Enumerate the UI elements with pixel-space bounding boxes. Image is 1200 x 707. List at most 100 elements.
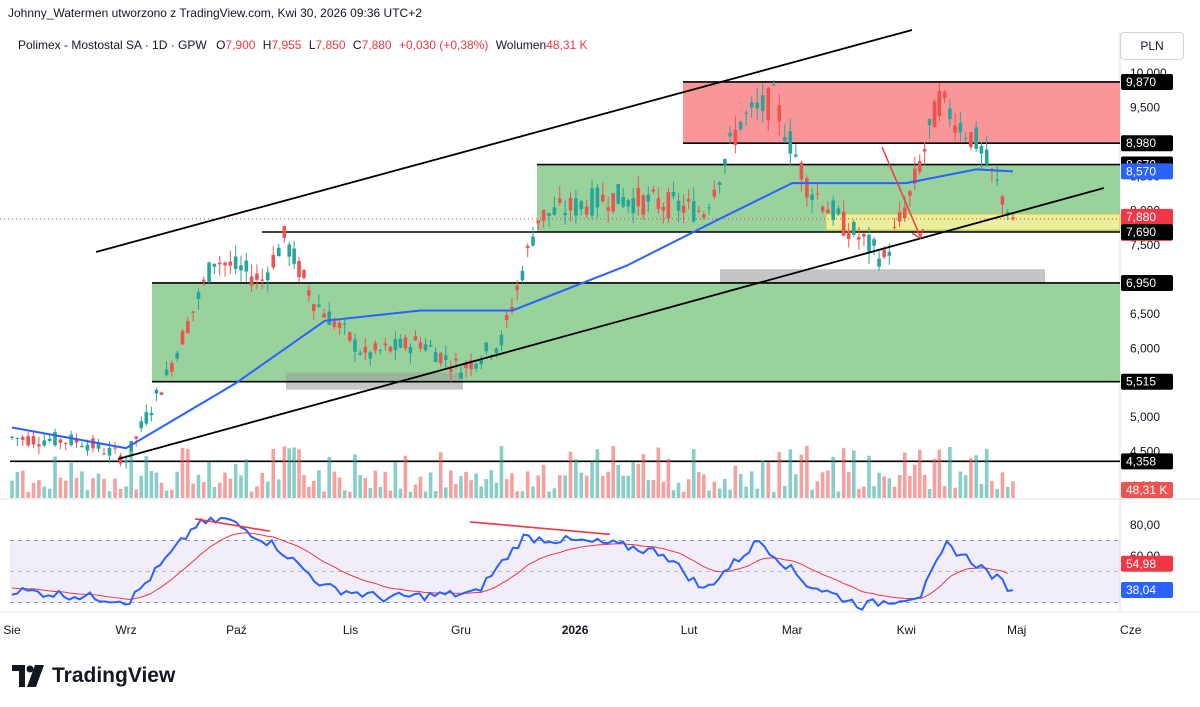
volume-bar: [378, 486, 383, 498]
volume-bar: [979, 483, 984, 498]
legend-volume-value: 48,31 K: [546, 38, 588, 52]
price-badge-level: 8,980: [1126, 136, 1156, 150]
volume-bar: [937, 449, 942, 498]
price-badge-level-bg: [1121, 453, 1173, 470]
volume-bar: [196, 474, 201, 498]
candle-body: [531, 236, 535, 246]
candle-body: [892, 226, 897, 228]
volume-layer: [10, 445, 1015, 498]
projection-arrow-head: [911, 228, 924, 240]
price-badge-volume-bg: [1121, 482, 1173, 498]
candle-body: [579, 201, 584, 210]
candle-body: [102, 453, 106, 455]
volume-bar: [783, 485, 787, 498]
legend-high-value: 7,955: [271, 38, 302, 52]
volume-bar: [186, 448, 190, 498]
volume-bar: [984, 448, 989, 498]
volume-bar: [311, 480, 316, 498]
moving-average-layer: [11, 168, 1014, 450]
volume-bar: [908, 475, 912, 498]
volume-bar: [733, 465, 738, 498]
candle-body: [611, 193, 615, 212]
volume-bar: [383, 472, 388, 498]
candle-body: [459, 372, 463, 379]
candle-body: [636, 188, 641, 207]
rsi-ma-badge-bg: [1121, 555, 1173, 572]
candle-body: [368, 352, 373, 359]
volume-bar: [353, 454, 357, 498]
candle-body: [728, 132, 732, 137]
volume-bar: [815, 481, 820, 498]
candle-body: [794, 154, 798, 157]
legend-close-label: C: [352, 38, 362, 52]
candle-body: [228, 261, 233, 266]
volume-bar: [696, 472, 701, 498]
candle-body: [810, 194, 814, 200]
candle-body: [363, 346, 368, 353]
volume-bar: [590, 461, 594, 498]
volume-bar: [201, 481, 206, 498]
currency-button[interactable]: PLN: [1120, 32, 1184, 60]
price-badge-level: 7,690: [1126, 225, 1156, 239]
candle-body: [963, 138, 968, 140]
candle-body: [249, 276, 254, 286]
volume-bar: [113, 478, 117, 498]
price-badge-level-bg: [1121, 224, 1173, 241]
candle-body: [661, 206, 666, 211]
candle-body: [712, 189, 717, 197]
volume-bar: [42, 486, 47, 498]
time-axis[interactable]: Sie Wrz Paź Lis Gru 2026 Lut Mar Kwi Maj Cze: [3, 623, 1141, 637]
candle-body: [831, 200, 835, 221]
candle-body: [383, 343, 388, 346]
volume-bar: [958, 471, 963, 498]
volume-bar: [317, 470, 321, 498]
candle-body: [552, 207, 557, 215]
volume-bar: [820, 472, 825, 498]
candle-body: [239, 265, 243, 271]
volume-bar: [282, 446, 287, 498]
tradingview-branding[interactable]: TradingView: [12, 664, 175, 688]
candle-body: [631, 198, 636, 214]
volume-bar: [1000, 472, 1005, 498]
volume-bar: [846, 471, 851, 498]
volume-bar: [191, 483, 195, 498]
volume-bar: [292, 447, 296, 498]
candle-body: [469, 360, 473, 370]
volume-bar: [712, 481, 717, 498]
volume-bar: [91, 478, 95, 498]
candle-body: [595, 187, 600, 208]
volume-bar: [631, 462, 636, 498]
volume-bar: [595, 449, 600, 498]
volume-bar: [96, 473, 101, 498]
volume-bar: [852, 450, 856, 498]
candle-body: [311, 304, 316, 312]
volume-bar: [265, 481, 270, 498]
volume-bar: [423, 491, 428, 498]
price-badge-level-bg: [1121, 135, 1173, 152]
candle-body: [760, 95, 765, 111]
volume-bar: [307, 486, 311, 498]
volume-bar: [74, 477, 79, 498]
legend-change: +0,030 (+0,38%): [398, 38, 489, 52]
candle-body: [265, 272, 270, 281]
projection-arrow: [881, 146, 921, 237]
zone-yellow-box: [825, 213, 1121, 231]
volume-bar: [398, 488, 403, 498]
volume-bar: [260, 472, 265, 498]
candle-body: [159, 392, 164, 395]
rsi-ma-line: [11, 532, 1008, 601]
volume-bar: [836, 491, 841, 498]
candle-body: [499, 334, 504, 346]
legend-symbol[interactable]: Polimex - Mostostal SA · 1D · GPW: [18, 38, 207, 52]
volume-bar: [139, 475, 144, 498]
volume-bar: [760, 460, 765, 498]
volume-bar: [799, 454, 804, 498]
candle-body: [207, 262, 211, 283]
time-tick-label: Maj: [1007, 623, 1026, 637]
volume-bar: [175, 471, 179, 498]
price-tick-label: 7,500: [1130, 238, 1160, 252]
volume-bar: [327, 456, 332, 498]
volume-bar: [686, 479, 691, 498]
candle-body: [723, 159, 727, 165]
